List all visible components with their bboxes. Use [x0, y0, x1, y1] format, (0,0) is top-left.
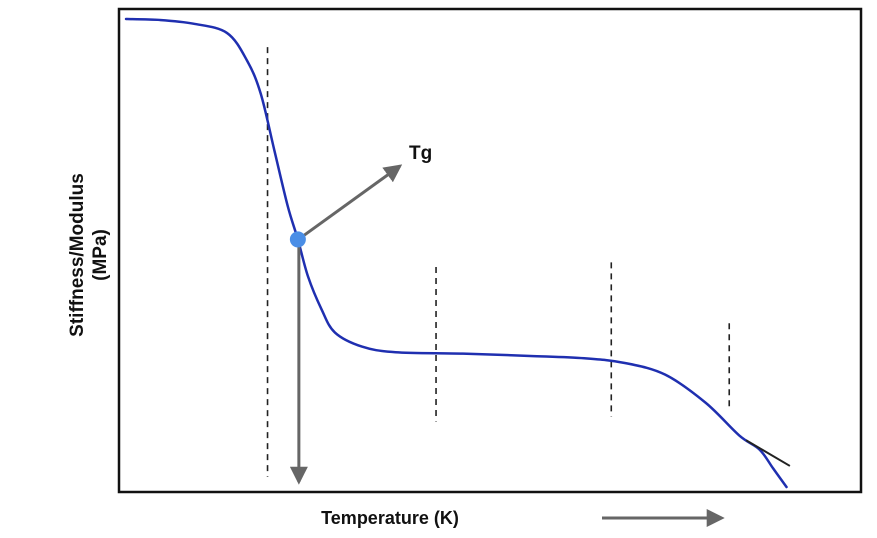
tg-label-arrow — [302, 164, 403, 237]
x-axis-label: Temperature (K) — [321, 508, 459, 528]
tg-point — [289, 231, 306, 248]
y-axis-label-wrap: Stiffness/Modulus (MPa) — [54, 150, 124, 360]
curve-tail — [745, 439, 791, 467]
plot-frame — [117, 7, 863, 494]
tg-annotation-label: Tg — [409, 143, 433, 164]
y-axis-label: Stiffness/Modulus (MPa) — [67, 173, 111, 337]
transition-markers — [266, 47, 731, 477]
modulus-curve — [124, 17, 788, 489]
